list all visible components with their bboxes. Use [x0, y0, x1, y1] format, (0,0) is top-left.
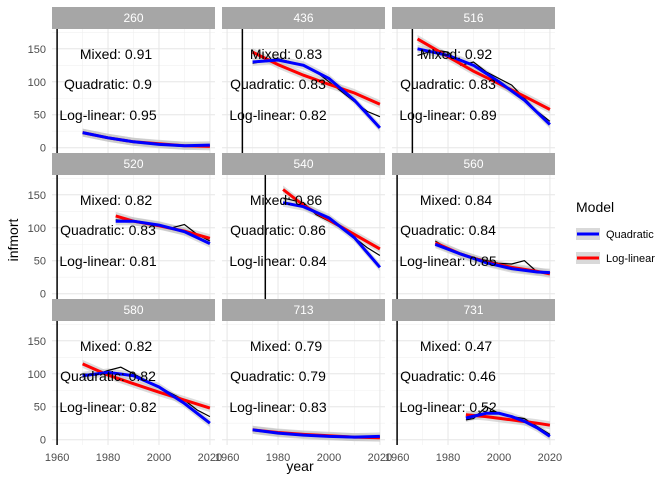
annotation-540-0: Mixed: 0.86 — [250, 192, 323, 208]
strip-label-516: 516 — [463, 11, 483, 25]
annotation-713-0: Mixed: 0.79 — [250, 338, 323, 354]
loglinear-line-436 — [251, 50, 381, 106]
x-tick-label: 2020 — [368, 452, 392, 464]
loglinear-line-540 — [282, 188, 381, 251]
annotation-731-1: Quadratic: 0.46 — [400, 368, 496, 384]
annotation-520-2: Log-linear: 0.81 — [59, 253, 157, 269]
panel-436: 436 Mixed: 0.83 Quadratic: 0.83 Log-linear:… — [222, 7, 385, 153]
x-tick-label: 1960 — [215, 452, 239, 464]
strip-label-580: 580 — [123, 303, 143, 317]
x-tick-label: 2000 — [317, 452, 341, 464]
legend-label-quadratic: Quadratic — [606, 229, 654, 241]
strip-label-713: 713 — [293, 303, 313, 317]
annotation-580-2: Log-linear: 0.82 — [59, 399, 157, 415]
quadratic-line-713 — [252, 428, 380, 439]
annotation-436-1: Quadratic: 0.83 — [230, 76, 326, 92]
quadratic-line-540 — [282, 201, 382, 269]
annotation-713-1: Quadratic: 0.79 — [230, 368, 326, 384]
y-axis-title: infmort — [5, 219, 21, 262]
quadratic-ribbon-520 — [115, 217, 210, 248]
annotation-713-2: Log-linear: 0.83 — [229, 399, 327, 415]
y-tick-label: 0 — [40, 289, 46, 301]
panels-layer: 260 Mixed: 0.91 Quadratic: 0.9 Log-linear: … — [52, 7, 555, 445]
strip-516 — [392, 7, 555, 29]
x-tick-label: 1960 — [385, 452, 409, 464]
annotation-580-1: Quadratic: 0.82 — [60, 368, 156, 384]
quadratic-line-260 — [82, 131, 210, 148]
panel-540: 540 Mixed: 0.86 Quadratic: 0.86 Log-linear:… — [222, 153, 385, 299]
annotation-560-0: Mixed: 0.84 — [420, 192, 493, 208]
strip-436 — [222, 7, 385, 29]
strip-label-436: 436 — [293, 11, 313, 25]
panel-560: 560 Mixed: 0.84 Quadratic: 0.84 Log-linear:… — [392, 153, 555, 299]
x-tick-label: 2000 — [147, 452, 171, 464]
annotation-731-2: Log-linear: 0.52 — [399, 399, 497, 415]
quadratic-line-516 — [417, 47, 551, 126]
strip-540 — [222, 153, 385, 175]
legend: Model Quadratic Log-linear — [576, 199, 655, 270]
x-tick-label: 1960 — [45, 452, 69, 464]
y-tick-label: 50 — [34, 256, 46, 268]
x-tick-label: 1980 — [96, 452, 120, 464]
strip-label-731: 731 — [463, 303, 483, 317]
annotation-260-0: Mixed: 0.91 — [80, 46, 153, 62]
annotation-540-1: Quadratic: 0.86 — [230, 222, 326, 238]
quadratic-line-580 — [82, 370, 211, 425]
strip-560 — [392, 153, 555, 175]
strip-label-540: 540 — [293, 157, 313, 171]
strip-label-560: 560 — [463, 157, 483, 171]
annotation-516-1: Quadratic: 0.83 — [400, 76, 496, 92]
strip-label-520: 520 — [123, 157, 143, 171]
x-tick-label: 1980 — [436, 452, 460, 464]
annotation-560-2: Log-linear: 0.85 — [399, 253, 497, 269]
y-tick-label: 50 — [34, 110, 46, 122]
quadratic-line-731 — [465, 411, 551, 438]
annotation-731-0: Mixed: 0.47 — [420, 338, 493, 354]
y-tick-label: 100 — [28, 223, 46, 235]
panel-520: 520 Mixed: 0.82 Quadratic: 0.83 Log-linear:… — [52, 153, 215, 299]
x-tick-label: 2020 — [198, 452, 222, 464]
legend-title: Model — [576, 199, 614, 215]
strip-260 — [52, 7, 215, 29]
y-tick-label: 50 — [34, 402, 46, 414]
strip-580 — [52, 299, 215, 321]
annotation-516-0: Mixed: 0.92 — [420, 46, 493, 62]
annotation-520-1: Quadratic: 0.83 — [60, 222, 156, 238]
annotation-540-2: Log-linear: 0.84 — [229, 253, 327, 269]
legend-label-loglinear: Log-linear — [606, 253, 655, 265]
y-tick-label: 150 — [28, 190, 46, 202]
x-tick-label: 2000 — [487, 452, 511, 464]
annotation-580-0: Mixed: 0.82 — [80, 338, 153, 354]
annotation-436-0: Mixed: 0.83 — [250, 46, 323, 62]
x-tick-label: 2020 — [538, 452, 562, 464]
panel-713: 713 Mixed: 0.79 Quadratic: 0.79 Log-linear:… — [222, 299, 385, 445]
annotation-260-2: Log-linear: 0.95 — [59, 107, 157, 123]
y-tick-label: 100 — [28, 77, 46, 89]
annotation-436-2: Log-linear: 0.82 — [229, 107, 327, 123]
x-axis-title: year — [286, 458, 314, 474]
panel-516: 516 Mixed: 0.92 Quadratic: 0.83 Log-linear:… — [392, 7, 555, 153]
quadratic-line-520 — [115, 219, 211, 245]
annotation-520-0: Mixed: 0.82 — [80, 192, 153, 208]
y-tick-label: 0 — [40, 435, 46, 447]
axes-layer: year infmort 0 50 100 150 0 50 100 150 0 50 100 150… — [5, 44, 562, 474]
y-tick-label: 150 — [28, 336, 46, 348]
strip-label-260: 260 — [123, 11, 143, 25]
x-tick-label: 1980 — [266, 452, 290, 464]
strip-713 — [222, 299, 385, 321]
strip-520 — [52, 153, 215, 175]
strip-731 — [392, 299, 555, 321]
quadratic-line-560 — [434, 242, 550, 275]
y-tick-label: 0 — [40, 143, 46, 155]
annotation-516-2: Log-linear: 0.89 — [399, 107, 497, 123]
quadratic-line-436 — [252, 58, 382, 129]
annotation-560-1: Quadratic: 0.84 — [400, 222, 496, 238]
annotation-260-1: Quadratic: 0.9 — [64, 76, 152, 92]
y-tick-label: 100 — [28, 369, 46, 381]
panel-580: 580 Mixed: 0.82 Quadratic: 0.82 Log-linear:… — [52, 299, 215, 445]
y-tick-label: 150 — [28, 44, 46, 56]
panel-260: 260 Mixed: 0.91 Quadratic: 0.9 Log-linear: … — [52, 7, 215, 153]
panel-731: 731 Mixed: 0.47 Quadratic: 0.46 Log-linear:… — [392, 299, 555, 445]
